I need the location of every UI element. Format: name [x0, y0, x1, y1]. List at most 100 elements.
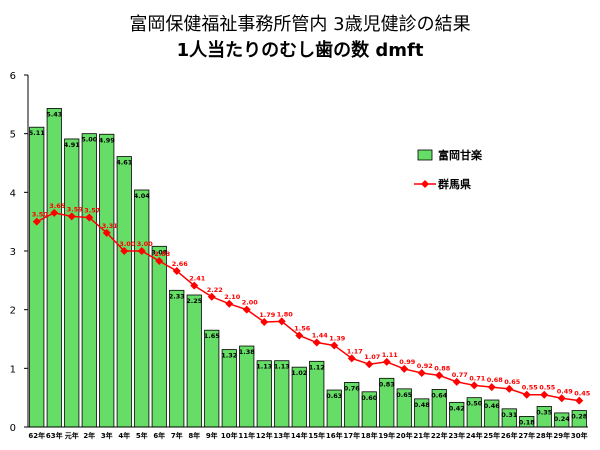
y-tick-label: 0 — [10, 423, 16, 434]
x-tick-label: 8年 — [188, 431, 200, 440]
line-point — [505, 384, 514, 393]
bar-data-label: 2.25 — [186, 297, 203, 305]
line-point — [522, 390, 531, 399]
line-series — [32, 208, 584, 405]
x-tick-label: 5年 — [136, 431, 148, 440]
x-tick-label: 20年 — [396, 431, 413, 440]
line-data-label: 2.66 — [172, 260, 189, 268]
bar — [64, 138, 80, 428]
bar-data-label: 0.31 — [501, 411, 518, 419]
line-point — [225, 299, 234, 308]
line-point — [470, 381, 479, 390]
x-tick-label: 15年 — [308, 431, 325, 440]
line-data-label: 2.41 — [189, 275, 206, 283]
line-data-label: 3.31 — [102, 222, 119, 230]
line-data-label: 1.07 — [364, 353, 380, 361]
line-data-label: 0.68 — [487, 376, 504, 384]
bar-data-label: 0.42 — [449, 404, 465, 412]
line-labels: 3.503.65 3.59 3.573.313.00 3.002.832.662.41… — [32, 202, 591, 398]
line-data-label: 3.59 — [67, 205, 84, 213]
legend-swatch-bar — [417, 149, 433, 161]
bar — [81, 133, 97, 428]
chart-subtitle: 1人当たりのむし歯の数 dmft — [176, 40, 424, 61]
x-tick-label: 27年 — [518, 431, 535, 440]
x-tick-label: 24年 — [466, 431, 483, 440]
line-point — [400, 364, 409, 373]
bar-data-label: 0.35 — [536, 408, 553, 416]
x-tick-label: 6年 — [153, 431, 165, 440]
line-point — [382, 357, 391, 366]
x-tick-label: 14年 — [291, 431, 308, 440]
y-tick-label: 6 — [10, 71, 16, 82]
line-data-label: 3.00 — [119, 240, 136, 248]
bar — [116, 156, 132, 428]
line-data-label: 0.99 — [399, 358, 416, 366]
x-axis: 62年 63年 元年 2年 3年 4年 5年 6年 7年 8年 9年 10年 11年 12年 13年 14年 1… — [28, 426, 588, 440]
bar-data-label: 3.08 — [151, 248, 168, 256]
line-point — [242, 305, 251, 314]
line-point — [67, 212, 76, 221]
bar-series — [29, 108, 587, 428]
bar — [29, 126, 45, 428]
line-point — [452, 377, 461, 386]
bar — [46, 108, 62, 428]
bar-labels: 5.11 5.43 4.915.00 4.99 4.61 4.04 3.08 2.332.25… — [29, 110, 588, 426]
x-tick-label: 元年 — [65, 431, 79, 440]
x-tick-label: 18年 — [361, 431, 378, 440]
bar-data-label: 4.61 — [116, 159, 133, 167]
x-tick-label: 11年 — [238, 431, 255, 440]
line-point — [120, 247, 129, 255]
bar-data-label: 0.28 — [571, 413, 588, 421]
x-tick-label: 3年 — [101, 431, 113, 440]
line-point — [277, 317, 286, 326]
y-tick-label: 2 — [10, 306, 16, 317]
line-point — [487, 383, 496, 392]
line-point — [417, 369, 426, 378]
x-tick-label: 26年 — [501, 431, 518, 440]
line-point — [365, 360, 374, 369]
line-point — [85, 213, 94, 222]
line-data-label: 3.50 — [32, 211, 49, 219]
bar — [169, 289, 185, 428]
y-tick-label: 3 — [10, 247, 16, 258]
line-data-label: 1.11 — [382, 351, 399, 359]
x-tick-label: 13年 — [273, 431, 290, 440]
bar-data-label: 0.18 — [519, 418, 536, 426]
x-tick-label: 4年 — [118, 431, 130, 440]
bar-data-label: 1.13 — [256, 363, 272, 371]
bar-data-label: 0.24 — [554, 415, 571, 423]
bar — [186, 294, 202, 428]
x-tick-label: 62年 — [28, 431, 45, 440]
line-point — [190, 281, 199, 290]
bar-data-label: 0.60 — [361, 394, 378, 402]
x-tick-label: 9年 — [206, 431, 218, 440]
x-tick-label: 19年 — [378, 431, 395, 440]
line-point — [330, 341, 339, 350]
line-data-label: 3.00 — [137, 240, 154, 248]
line-data-label: 0.55 — [522, 384, 539, 392]
line-data-label: 0.45 — [574, 390, 591, 398]
x-tick-label: 23年 — [448, 431, 465, 440]
bar-data-label: 1.02 — [291, 369, 307, 377]
bar-data-label: 0.48 — [414, 401, 431, 409]
legend-label: 富岡甘楽 — [438, 148, 483, 162]
line-point — [312, 338, 321, 347]
line-data-label: 3.57 — [84, 207, 100, 215]
bar — [134, 189, 150, 428]
line-data-label: 2.00 — [242, 299, 259, 307]
bar-data-label: 0.76 — [344, 384, 361, 392]
line-point — [50, 208, 59, 217]
x-tick-label: 30年 — [571, 431, 588, 440]
bar-data-label: 2.33 — [169, 292, 185, 300]
bar-data-label: 0.83 — [379, 380, 395, 388]
x-tick-label: 25年 — [483, 431, 500, 440]
bar-data-label: 0.65 — [396, 391, 413, 399]
y-tick-label: 1 — [10, 364, 16, 375]
bar-data-label: 1.32 — [221, 352, 237, 360]
line-data-label: 1.39 — [329, 334, 346, 342]
line-data-label: 1.44 — [312, 332, 329, 340]
x-tick-label: 12年 — [256, 431, 273, 440]
x-tick-label: 17年 — [343, 431, 360, 440]
line-data-label: 3.65 — [49, 202, 66, 210]
